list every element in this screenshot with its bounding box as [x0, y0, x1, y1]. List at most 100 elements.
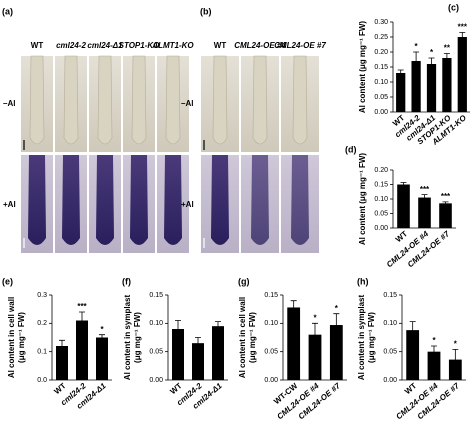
- significance-label: *: [335, 304, 339, 313]
- y-axis-label: Al content in cell wall: [7, 297, 16, 378]
- root-top: [63, 55, 79, 145]
- panel-label: (b): [200, 6, 212, 16]
- error-bar: [459, 32, 466, 42]
- column-label: ALMT1-KO: [151, 41, 194, 50]
- error-bar: [59, 339, 65, 352]
- error-bar: [312, 322, 318, 346]
- root-top: [131, 55, 147, 145]
- bar: [426, 64, 437, 112]
- root-top: [165, 55, 181, 145]
- y-tick-label: 0.00: [374, 109, 388, 116]
- y-axis-label: Al content in symplast: [123, 294, 132, 380]
- y-tick-label: 0.10: [374, 196, 388, 203]
- y-axis-label: (μg mg⁻¹ FW): [133, 312, 142, 363]
- significance-label: ***: [420, 185, 430, 194]
- y-tick-label: 0.10: [383, 320, 397, 327]
- bar: [457, 37, 467, 112]
- root-bottom: [28, 155, 46, 245]
- error-bar: [413, 51, 420, 70]
- error-bar: [421, 194, 428, 201]
- y-tick-label: 0.1: [37, 349, 47, 356]
- significance-label: *: [100, 325, 104, 334]
- significance-label: ***: [77, 302, 87, 311]
- error-bar: [431, 345, 437, 358]
- significance-label: *: [454, 340, 458, 349]
- significance-label: **: [444, 44, 451, 53]
- error-bar: [175, 320, 181, 338]
- error-bar: [443, 53, 450, 63]
- column-label: STOP1-KO: [119, 41, 161, 50]
- y-tick-label: 0.05: [264, 349, 278, 356]
- y-tick-label: 0.05: [149, 349, 163, 356]
- y-axis-label: (μg mg⁻¹ FW): [367, 312, 376, 363]
- y-axis-label: Al content (μg mg⁻¹ FW): [358, 153, 367, 246]
- root-bottom: [96, 155, 114, 245]
- column-label: CML24-OE #7: [274, 41, 326, 50]
- error-bar: [428, 57, 435, 70]
- column-label: cml24-2: [56, 41, 86, 50]
- y-tick-label: 0.15: [374, 181, 388, 188]
- y-axis-label: (μg mg⁻¹ FW): [248, 312, 257, 363]
- y-tick-label: 0.00: [374, 225, 388, 232]
- row-label: +Al: [3, 200, 16, 209]
- significance-label: *: [415, 42, 419, 51]
- significance-label: *: [313, 313, 317, 322]
- bar: [427, 351, 441, 380]
- bar: [96, 337, 108, 380]
- y-tick-label: 0.25: [374, 34, 388, 41]
- y-tick-label: 0.05: [374, 210, 388, 217]
- panel-label: (d): [345, 144, 357, 154]
- y-axis-label: Al content (μg mg⁻¹ FW): [358, 21, 367, 114]
- y-tick-label: 0.3: [37, 292, 47, 299]
- x-tick-label: WT: [403, 381, 418, 396]
- y-tick-label: 0.15: [149, 292, 163, 299]
- panel-label: (g): [238, 276, 250, 286]
- column-label: CML24-OE #4: [234, 41, 286, 50]
- y-tick-label: 0.10: [149, 320, 163, 327]
- y-tick-label: 0.10: [264, 320, 278, 327]
- column-label: WT: [31, 41, 44, 50]
- y-tick-label: 0.20: [374, 167, 388, 174]
- row-label: –Al: [3, 99, 15, 108]
- column-label: cml24-Δ1: [87, 41, 123, 50]
- x-tick-label: WT: [394, 229, 409, 244]
- significance-label: *: [432, 336, 436, 345]
- error-bar: [409, 321, 416, 339]
- error-bar: [215, 321, 221, 331]
- y-tick-label: 0.30: [374, 19, 388, 26]
- error-bar: [79, 311, 85, 329]
- y-tick-label: 0.05: [383, 349, 397, 356]
- root-top: [252, 55, 268, 145]
- bar: [287, 307, 301, 380]
- error-bar: [397, 69, 404, 76]
- y-tick-label: 0.0: [37, 377, 47, 384]
- root-bottom: [291, 155, 309, 245]
- bar: [56, 346, 68, 380]
- bar: [442, 58, 452, 112]
- y-tick-label: 0.15: [264, 292, 278, 299]
- panel-label: (e): [2, 276, 13, 286]
- error-bar: [442, 201, 449, 205]
- bar: [76, 320, 88, 380]
- bar: [308, 334, 322, 380]
- bar: [172, 329, 184, 380]
- bar: [406, 330, 420, 380]
- root-bottom: [251, 155, 269, 245]
- error-bar: [400, 182, 407, 187]
- y-tick-label: 0.15: [374, 64, 388, 71]
- root-bottom: [62, 155, 80, 245]
- y-axis-label: Al content in cell wall: [238, 297, 247, 378]
- y-tick-label: 0.00: [264, 377, 278, 384]
- root-top: [212, 55, 228, 145]
- significance-label: ***: [458, 23, 468, 32]
- error-bar: [452, 349, 459, 370]
- y-tick-label: 0.20: [374, 49, 388, 56]
- bar: [411, 61, 421, 112]
- y-axis-label: Al content in symplast: [357, 294, 366, 380]
- y-tick-label: 0.2: [37, 320, 47, 327]
- y-tick-label: 0.00: [383, 377, 397, 384]
- root-top: [292, 55, 308, 145]
- significance-label: *: [430, 48, 434, 57]
- row-label: +Al: [181, 200, 194, 209]
